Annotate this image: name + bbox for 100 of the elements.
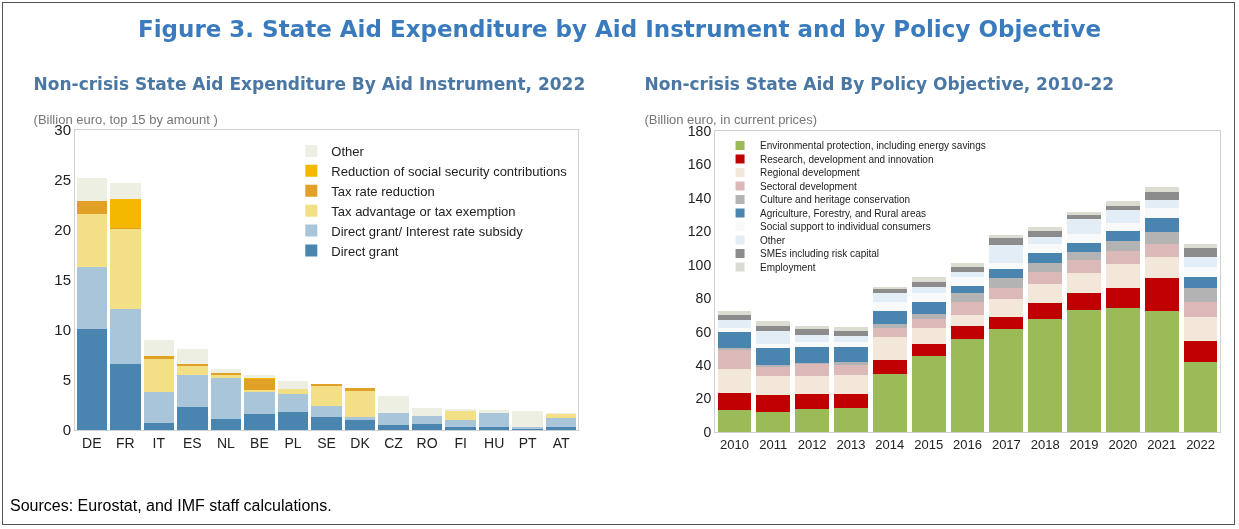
bar [834, 408, 868, 432]
bar [311, 406, 342, 417]
bar [445, 427, 476, 430]
bar [756, 366, 791, 376]
bar [110, 183, 141, 199]
bar [1028, 230, 1063, 237]
chart-title: Non-crisis State Aid By Policy Objective, 2010-22 [644, 74, 1115, 95]
bar [1105, 200, 1140, 207]
bar [512, 411, 543, 427]
bar [834, 331, 868, 336]
bar [911, 281, 946, 287]
x-tick-label: 2022 [1186, 436, 1216, 452]
bar [1067, 211, 1101, 216]
bar [756, 326, 791, 331]
bar [110, 199, 141, 228]
bar [950, 293, 985, 302]
legend-label: SMEs including risk capital [760, 248, 879, 260]
legend-label: Other [760, 234, 786, 246]
x-tick-label: 2016 [953, 436, 982, 452]
bar [1144, 278, 1179, 311]
legend-label: Employment [760, 261, 816, 273]
bar [1183, 302, 1218, 318]
bar [1144, 231, 1179, 244]
bar [76, 178, 108, 201]
bar [277, 394, 309, 412]
bar [545, 427, 577, 430]
bar [76, 214, 108, 267]
bar [143, 356, 175, 359]
bar [834, 327, 868, 332]
bar [717, 311, 752, 315]
x-tick-label: 2021 [1147, 436, 1177, 452]
bar [110, 229, 141, 309]
bar [277, 389, 309, 394]
x-tick-label: SE [317, 434, 336, 451]
x-tick-label: 2012 [797, 436, 827, 452]
x-tick-label: DK [350, 434, 371, 451]
bar [445, 420, 476, 427]
bar [834, 375, 868, 394]
y-tick-label: 15 [54, 271, 71, 289]
y-tick-label: 20 [695, 390, 712, 407]
bar [143, 340, 175, 356]
bar [1067, 251, 1101, 261]
bar [989, 328, 1024, 432]
x-tick-label: FR [115, 434, 135, 451]
bar [411, 424, 443, 430]
bar [717, 369, 752, 393]
bar [717, 332, 752, 349]
y-tick-label: 100 [687, 256, 712, 273]
x-tick-label: IT [152, 434, 166, 451]
bar [717, 392, 752, 411]
bar [834, 362, 868, 366]
x-tick-label: ES [183, 434, 202, 451]
bar [1183, 244, 1218, 249]
bar [1144, 243, 1179, 258]
legend-label: Tax rate reduction [331, 183, 435, 199]
bar [1105, 251, 1140, 265]
bar [1105, 264, 1140, 289]
bar [1028, 318, 1063, 432]
x-tick-label: PT [518, 434, 538, 451]
legend-label: Agriculture, Forestry, and Rural areas [760, 207, 927, 219]
bar [1067, 272, 1101, 294]
bar [1067, 293, 1101, 311]
legend-label: Sectoral development [760, 180, 857, 192]
bar [1183, 288, 1218, 303]
legend-label: Other [331, 144, 365, 160]
bar [834, 365, 868, 376]
bar [177, 366, 208, 375]
y-tick-label: 5 [62, 371, 71, 389]
bar [1183, 276, 1218, 289]
x-tick-label: BE [250, 434, 269, 451]
x-tick-label: RO [416, 434, 438, 451]
bar [756, 375, 791, 396]
bar [795, 394, 830, 410]
bar [795, 375, 830, 395]
x-tick-label: AT [552, 434, 571, 451]
y-tick-label: 20 [54, 221, 71, 239]
bar [1183, 362, 1218, 432]
bar [411, 416, 443, 424]
bar [989, 288, 1024, 300]
y-tick-label: 140 [687, 189, 712, 206]
chart-title: Non-crisis State Aid Expenditure By Aid Instrument, 2022 [33, 74, 586, 95]
bar [950, 262, 985, 267]
legend-label: Tax advantage or tax exemption [331, 203, 516, 219]
bar [244, 379, 275, 390]
x-tick-label: 2013 [836, 436, 866, 452]
bar [1105, 307, 1140, 432]
bar [950, 315, 985, 326]
chart-subtitle: (Billion euro, top 15 by amount ) [33, 112, 218, 128]
bar [795, 364, 830, 376]
bar [911, 319, 946, 329]
bar [311, 386, 342, 406]
bar [244, 392, 275, 414]
bar [411, 408, 443, 416]
x-tick-label: 2018 [1030, 436, 1060, 452]
bar [950, 301, 985, 316]
bar [834, 393, 868, 409]
bar [545, 414, 577, 418]
bar [177, 349, 208, 364]
bar [177, 375, 208, 407]
bar [1105, 241, 1140, 252]
